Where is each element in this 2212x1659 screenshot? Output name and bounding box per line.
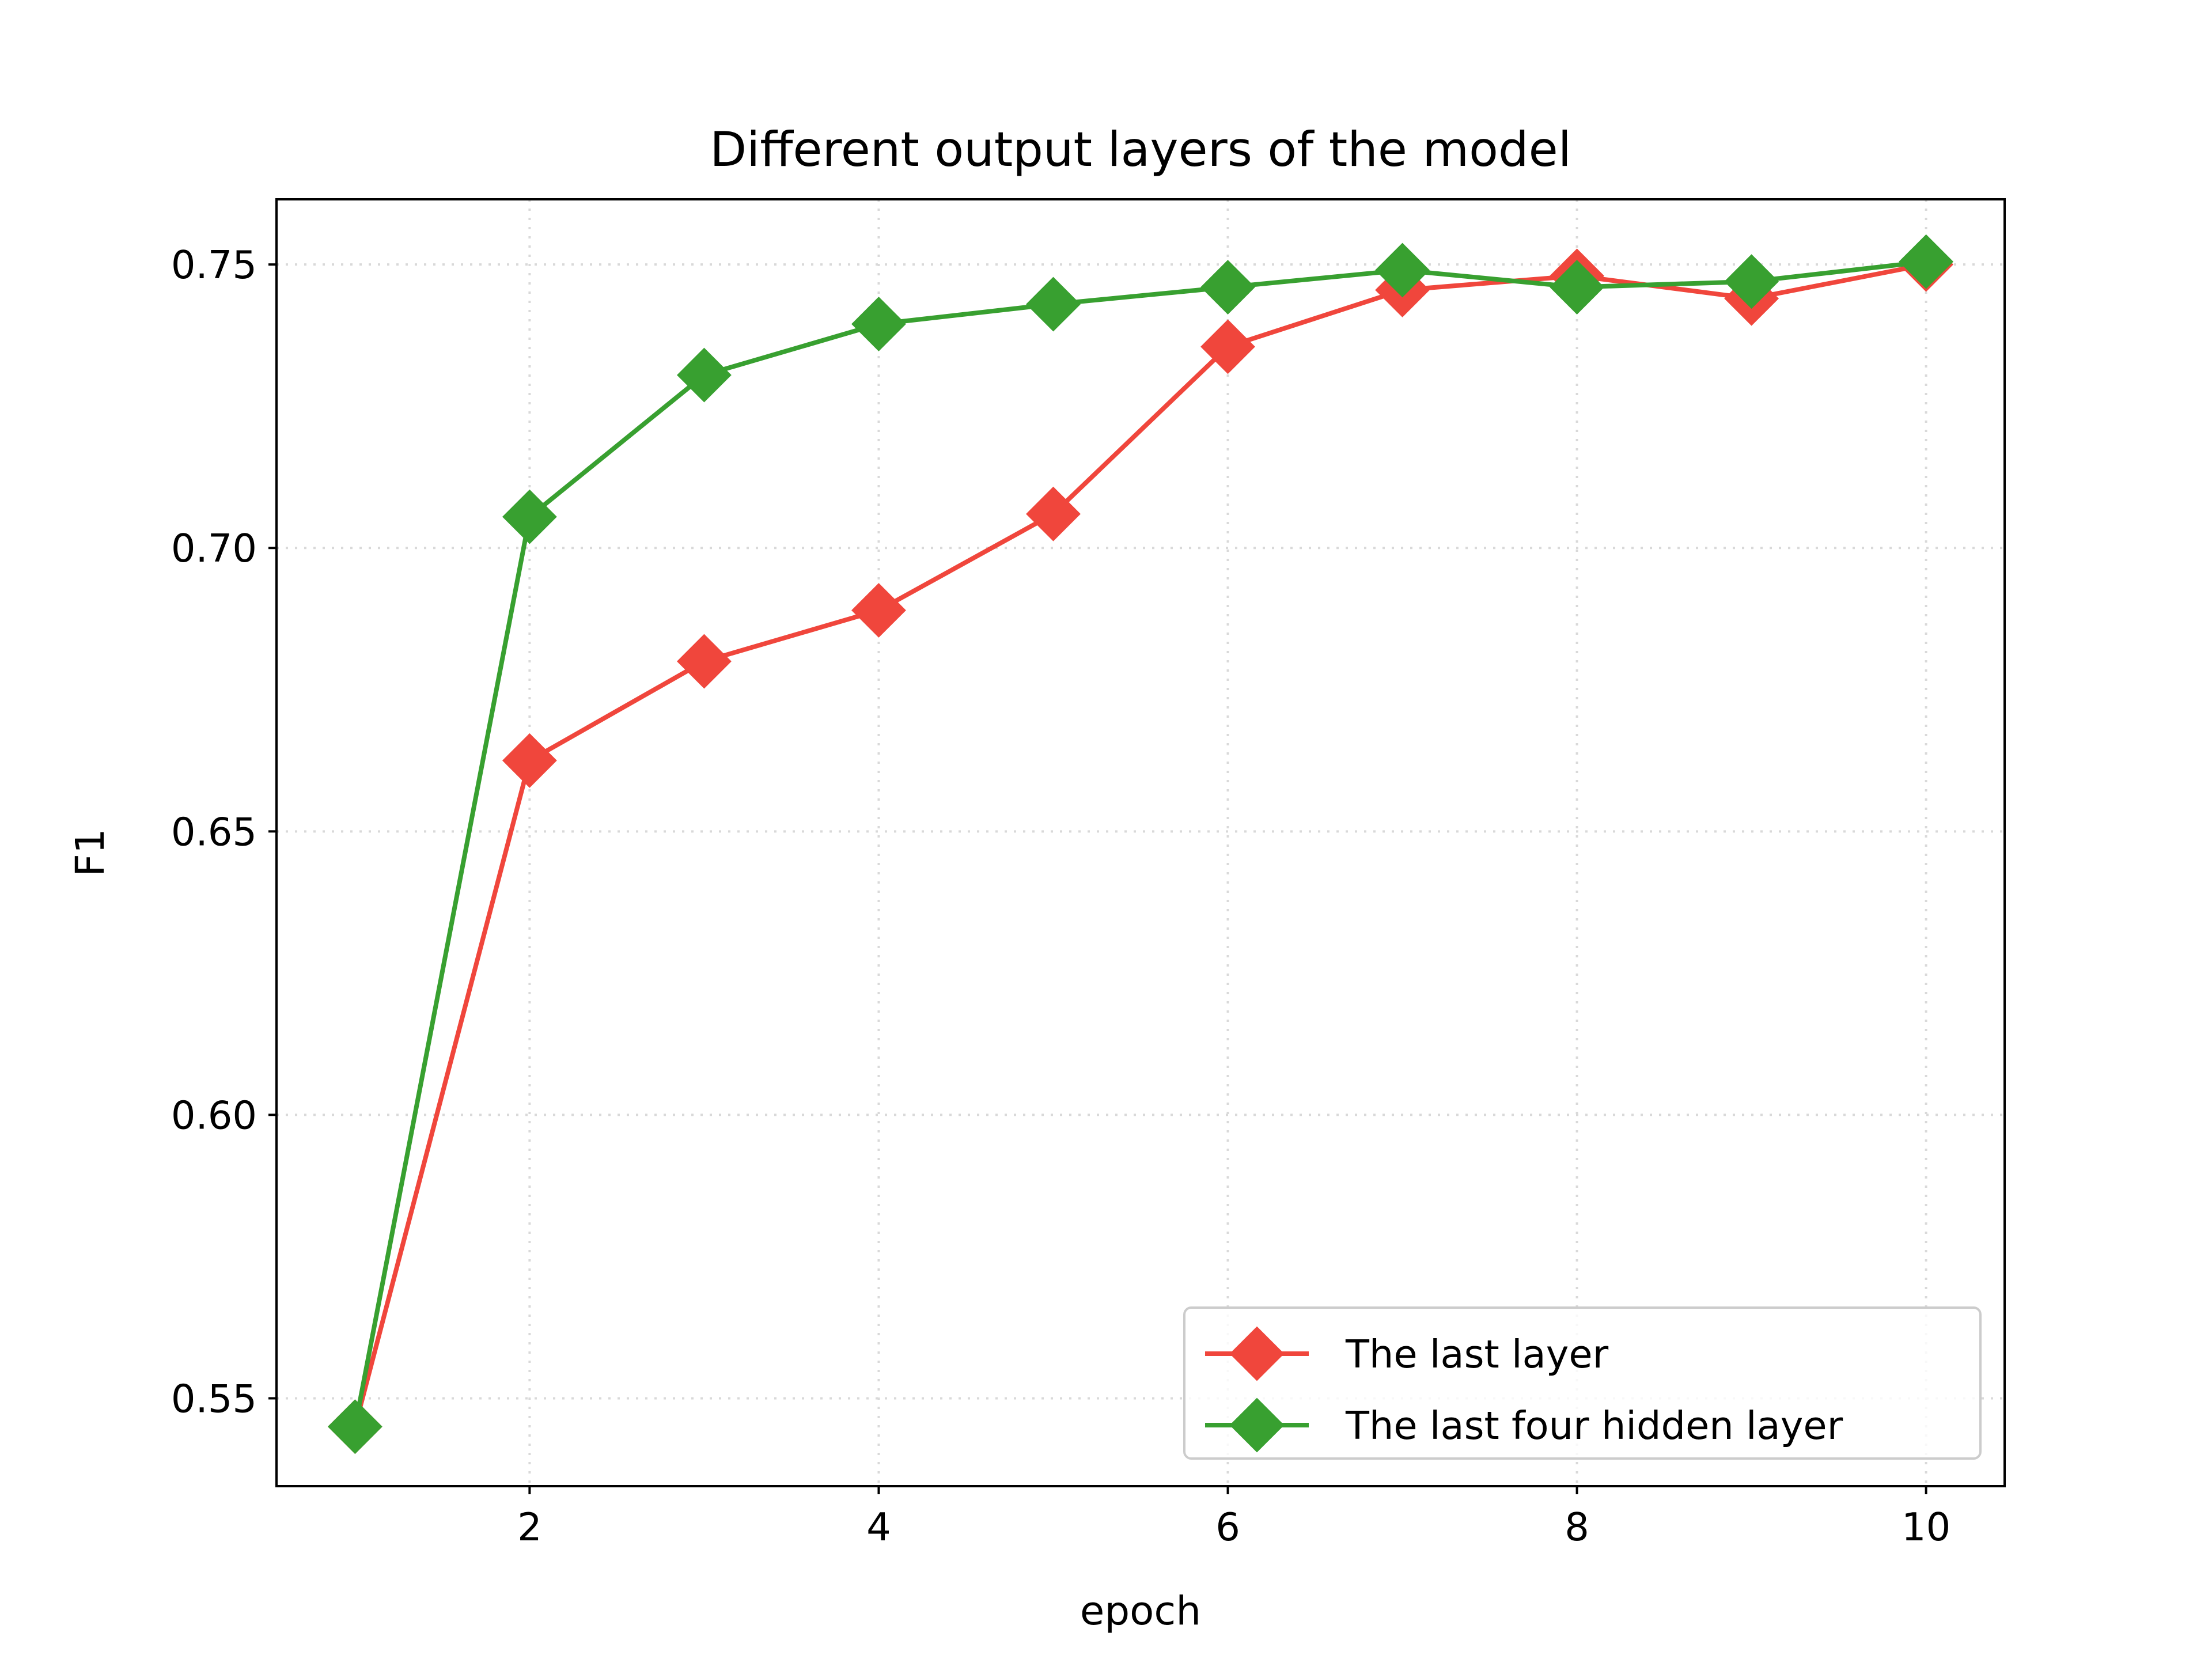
data-series — [327, 234, 1954, 1455]
y-tick-label: 0.65 — [171, 809, 257, 854]
axis-ticks: 2 4 6 8 10 0.55 0.60 0.65 0.70 0.75 — [171, 243, 1950, 1550]
data-point-marker — [677, 347, 732, 403]
legend-box — [1183, 1306, 1982, 1460]
data-point-marker — [1375, 243, 1430, 298]
data-point-marker — [1026, 486, 1081, 541]
x-tick-label: 6 — [1215, 1505, 1240, 1550]
data-point-marker — [851, 583, 906, 638]
data-point-marker — [851, 297, 906, 351]
legend-entries: The last layer The last four hidden layer — [1205, 1326, 1843, 1453]
data-point-marker — [1200, 260, 1255, 315]
x-tick-label: 4 — [866, 1505, 891, 1550]
series-line — [353, 262, 1927, 1427]
data-point-marker — [502, 733, 557, 788]
chart-title: Different output layers of the model — [710, 122, 1571, 177]
data-point-marker — [1200, 319, 1255, 374]
legend-label: The last layer — [1345, 1332, 1609, 1377]
y-tick-label: 0.70 — [171, 526, 257, 571]
plot-area-frame — [275, 198, 2006, 1487]
data-point-marker — [1899, 234, 1954, 289]
y-axis-label: F1 — [67, 828, 113, 877]
data-point-marker — [1550, 260, 1604, 315]
series-2 — [327, 234, 1954, 1455]
data-point-marker — [502, 489, 557, 544]
legend-marker — [1229, 1326, 1285, 1381]
data-point-marker — [677, 634, 732, 689]
data-point-marker — [327, 1399, 382, 1455]
x-axis-label: epoch — [1080, 1588, 1201, 1634]
series-line — [353, 259, 1927, 1427]
data-point-marker — [1724, 254, 1779, 309]
x-tick-label: 2 — [517, 1505, 542, 1550]
y-tick-label: 0.75 — [171, 243, 257, 287]
legend-marker — [1229, 1397, 1285, 1453]
y-tick-label: 0.55 — [171, 1376, 257, 1421]
x-tick-label: 10 — [1902, 1505, 1950, 1550]
data-point-marker — [1026, 276, 1081, 332]
y-tick-label: 0.60 — [171, 1093, 257, 1138]
legend-label: The last four hidden layer — [1345, 1403, 1843, 1448]
legend: The last layer The last four hidden layer — [1183, 1306, 1982, 1460]
x-tick-label: 8 — [1565, 1505, 1589, 1550]
